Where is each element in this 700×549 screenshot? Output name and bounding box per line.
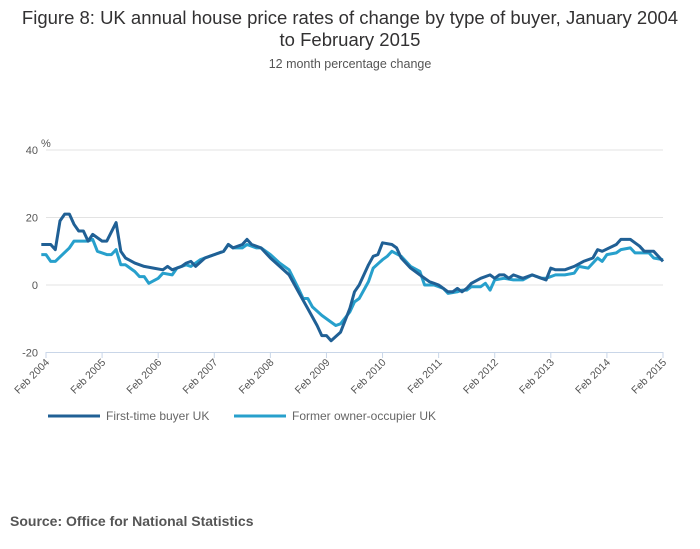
x-tick-label: Feb 2006 xyxy=(124,357,164,397)
x-tick-label: Feb 2004 xyxy=(12,357,52,397)
legend-label: Former owner-occupier UK xyxy=(292,409,436,423)
y-tick-label: 20 xyxy=(26,213,38,225)
series-line xyxy=(41,212,665,343)
x-tick-label: Feb 2012 xyxy=(461,357,501,397)
x-tick-label: Feb 2011 xyxy=(405,357,444,396)
chart-title: Figure 8: UK annual house price rates of… xyxy=(21,7,679,50)
x-tick-label: Feb 2010 xyxy=(349,357,389,397)
x-tick-label: Feb 2007 xyxy=(181,357,221,397)
series-line xyxy=(41,237,664,327)
x-tick-label: Feb 2015 xyxy=(629,357,669,397)
x-tick-label: Feb 2008 xyxy=(237,357,277,397)
legend-label: First-time buyer UK xyxy=(106,409,209,423)
chart-subtitle: 12 month percentage change xyxy=(268,57,432,71)
y-tick-label: -20 xyxy=(22,348,38,360)
source-note: Source: Office for National Statistics xyxy=(10,513,254,529)
x-tick-label: Feb 2005 xyxy=(68,357,108,397)
y-tick-label: 0 xyxy=(32,280,38,292)
x-tick-label: Feb 2014 xyxy=(573,357,613,397)
x-tick-label: Feb 2009 xyxy=(293,357,333,397)
y-tick-label: 40 xyxy=(26,145,38,157)
y-axis-label: % xyxy=(41,138,51,150)
x-tick-label: Feb 2013 xyxy=(517,357,557,397)
